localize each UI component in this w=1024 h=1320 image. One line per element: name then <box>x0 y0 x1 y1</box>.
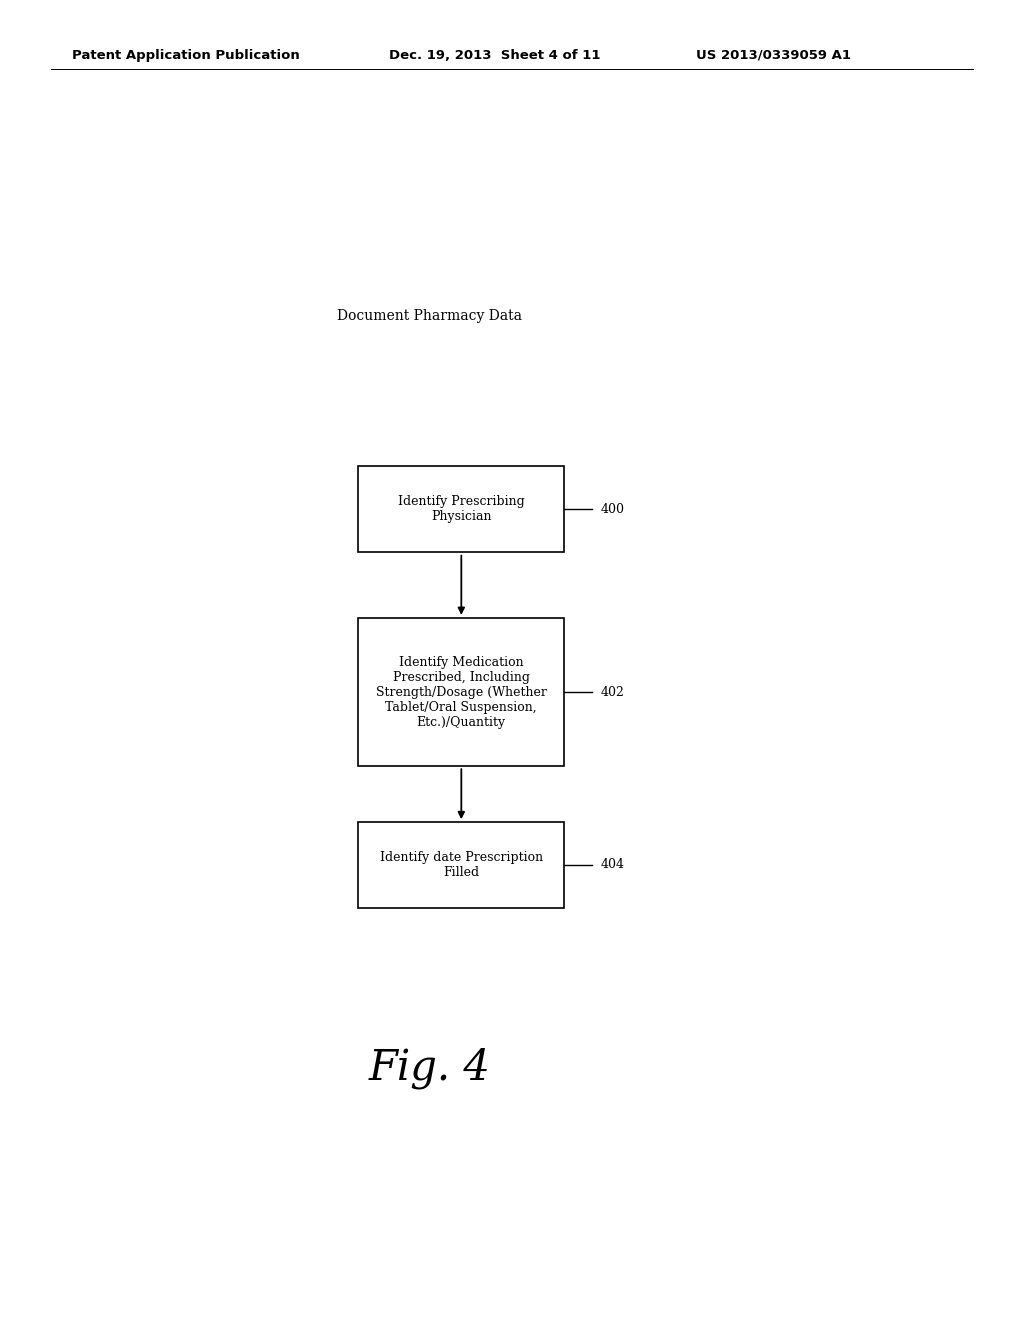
Text: Identify date Prescription
Filled: Identify date Prescription Filled <box>380 851 543 879</box>
Bar <box>358 821 564 908</box>
Text: Identify Prescribing
Physician: Identify Prescribing Physician <box>398 495 524 523</box>
Text: 404: 404 <box>600 858 625 871</box>
Text: Dec. 19, 2013  Sheet 4 of 11: Dec. 19, 2013 Sheet 4 of 11 <box>389 49 601 62</box>
Bar <box>358 466 564 552</box>
Text: 400: 400 <box>600 503 625 516</box>
Text: Fig. 4: Fig. 4 <box>369 1047 490 1089</box>
Text: Document Pharmacy Data: Document Pharmacy Data <box>337 309 522 323</box>
Text: 402: 402 <box>600 685 624 698</box>
Text: Patent Application Publication: Patent Application Publication <box>72 49 299 62</box>
Bar <box>358 618 564 766</box>
Text: US 2013/0339059 A1: US 2013/0339059 A1 <box>696 49 851 62</box>
Text: Identify Medication
Prescribed, Including
Strength/Dosage (Whether
Tablet/Oral S: Identify Medication Prescribed, Includin… <box>376 656 547 729</box>
